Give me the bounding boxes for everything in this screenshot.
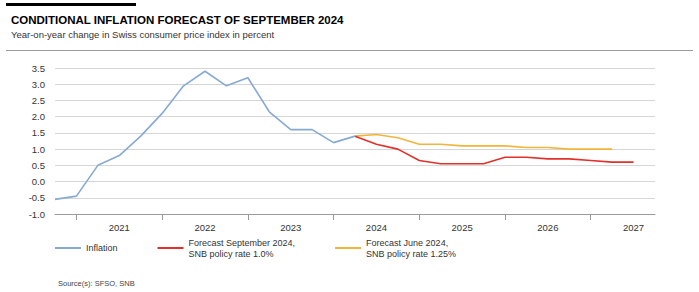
svg-text:3.5: 3.5 (32, 63, 45, 74)
svg-text:SNB policy rate 1.0%: SNB policy rate 1.0% (189, 249, 274, 259)
svg-text:1.0: 1.0 (32, 144, 45, 155)
svg-text:0.5: 0.5 (32, 160, 45, 171)
svg-text:2027: 2027 (623, 222, 644, 233)
svg-text:2026: 2026 (537, 222, 558, 233)
svg-text:Source(s): SFSO, SNB: Source(s): SFSO, SNB (58, 279, 135, 288)
svg-text:-1.0: -1.0 (29, 209, 45, 220)
svg-text:Forecast September 2024,: Forecast September 2024, (189, 238, 296, 248)
svg-text:2021: 2021 (109, 222, 130, 233)
svg-text:2024: 2024 (366, 222, 387, 233)
svg-text:-0.5: -0.5 (29, 192, 45, 203)
svg-text:2023: 2023 (280, 222, 301, 233)
svg-text:Year-on-year change in Swiss c: Year-on-year change in Swiss consumer pr… (11, 29, 275, 40)
svg-text:0.0: 0.0 (32, 176, 45, 187)
svg-text:Forecast June 2024,: Forecast June 2024, (366, 238, 448, 248)
svg-text:3.0: 3.0 (32, 79, 45, 90)
svg-text:2.5: 2.5 (32, 95, 45, 106)
svg-text:CONDITIONAL INFLATION FORECAST: CONDITIONAL INFLATION FORECAST OF SEPTEM… (11, 14, 344, 26)
svg-text:1.5: 1.5 (32, 127, 45, 138)
svg-text:2025: 2025 (452, 222, 473, 233)
svg-text:Inflation: Inflation (86, 243, 118, 253)
svg-text:2022: 2022 (194, 222, 215, 233)
svg-text:2.0: 2.0 (32, 111, 45, 122)
svg-text:SNB policy rate 1.25%: SNB policy rate 1.25% (366, 249, 456, 259)
